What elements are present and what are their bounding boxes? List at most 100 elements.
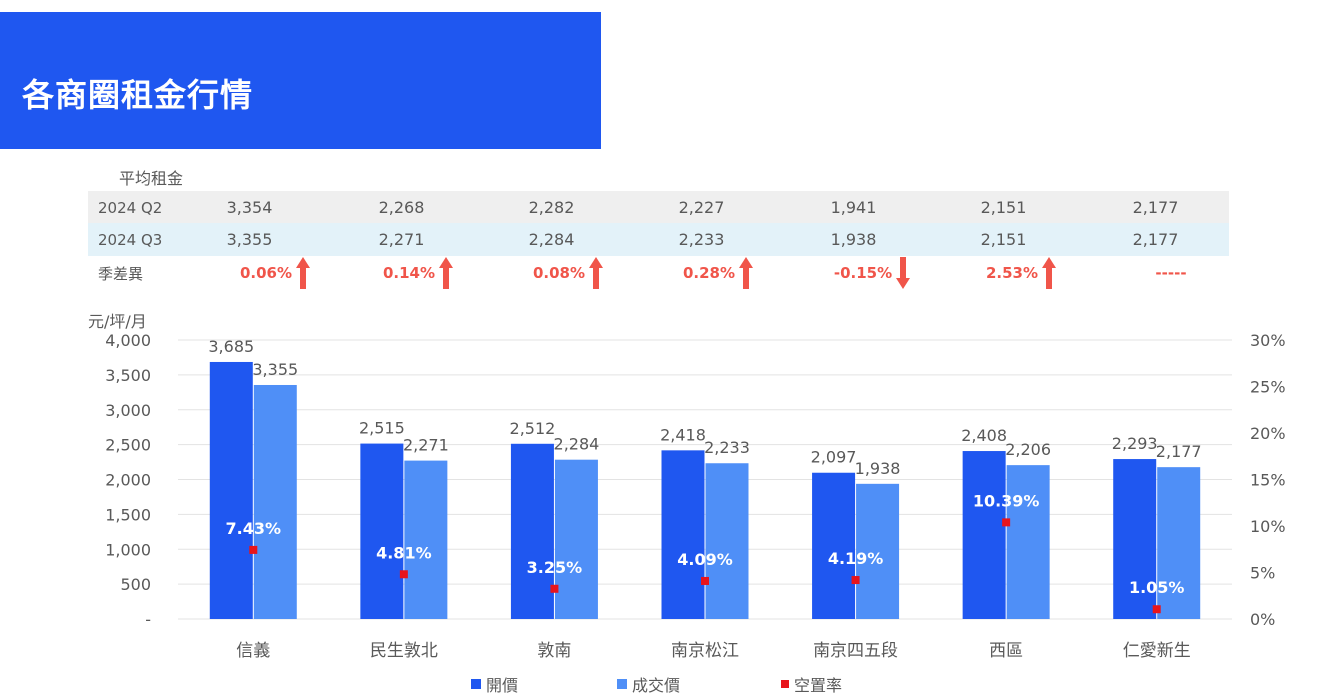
bar-asking xyxy=(510,443,554,619)
vacancy-label: 4.19% xyxy=(828,549,884,568)
y-tick-label: 1,000 xyxy=(105,540,151,559)
bar-asking xyxy=(1113,459,1157,619)
table-row: 2024 Q3 3,355 2,271 2,284 2,233 1,938 2,… xyxy=(88,223,1229,256)
vacancy-label: 1.05% xyxy=(1129,578,1185,597)
vacancy-marker xyxy=(851,576,860,585)
x-tick-label: 南京松江 xyxy=(671,641,739,661)
data-label-transaction: 2,206 xyxy=(1005,440,1051,459)
diff-row: 季差異 0.06% 0.14% 0.08% 0.28% -0.15% 2.53%… xyxy=(88,256,1229,290)
x-tick-label: 西區 xyxy=(989,641,1023,661)
y-tick-label: 500 xyxy=(120,575,151,594)
data-label-asking: 2,097 xyxy=(811,448,857,467)
table-cell: 3,355 xyxy=(226,230,273,249)
arrow-down-icon xyxy=(896,257,911,289)
table-label: 平均租金 xyxy=(119,169,184,188)
rent-chart: - 500 1,000 1,500 2,000 2,500 3,000 3,500 4,000 0… xyxy=(88,312,1286,661)
data-label-asking: 2,293 xyxy=(1112,434,1158,453)
legend-label: 成交價 xyxy=(632,676,681,695)
diff-value: ----- xyxy=(1155,264,1187,282)
bar-transaction xyxy=(404,460,448,619)
data-label-transaction: 3,355 xyxy=(252,360,298,379)
data-label-transaction: 2,271 xyxy=(403,436,449,455)
bar-transaction xyxy=(554,459,598,619)
legend-item-asking: 開價 xyxy=(471,672,518,696)
vacancy-label: 4.09% xyxy=(677,550,733,569)
diff-value: 0.08% xyxy=(532,264,586,282)
vacancy-marker xyxy=(249,545,258,554)
data-label-asking: 2,418 xyxy=(660,425,706,444)
x-tick-label: 仁愛新生 xyxy=(1123,641,1191,661)
y-tick-label: 3,500 xyxy=(105,366,151,385)
y2-tick-label: 10% xyxy=(1250,517,1286,536)
table-cell: 2,177 xyxy=(1132,198,1179,217)
vacancy-label: 7.43% xyxy=(226,519,282,538)
vacancy-marker xyxy=(1002,518,1011,527)
data-label-asking: 3,685 xyxy=(208,337,254,356)
x-tick-label: 南京四五段 xyxy=(813,641,898,661)
table-cell: 3,354 xyxy=(226,198,273,217)
table-cell: 2,268 xyxy=(378,198,425,217)
row-label: 季差異 xyxy=(98,264,144,283)
title-banner: 各商圈租金行情 xyxy=(0,12,601,149)
row-label: 2024 Q2 xyxy=(98,198,163,217)
y-axis-label: 元/坪/月 xyxy=(88,312,147,331)
vacancy-marker xyxy=(1152,605,1161,614)
bar-asking xyxy=(209,361,253,619)
y-tick-label: 2,000 xyxy=(105,471,151,490)
bar-asking xyxy=(812,472,856,619)
y2-tick-label: 20% xyxy=(1250,424,1286,443)
legend-item-vacancy: 空置率 xyxy=(781,672,842,696)
row-label: 2024 Q3 xyxy=(98,230,163,249)
data-label-transaction: 2,284 xyxy=(554,435,600,454)
table-cell: 2,151 xyxy=(980,198,1027,217)
x-tick-label: 敦南 xyxy=(537,641,571,661)
diff-value: 0.14% xyxy=(382,264,436,282)
data-label-asking: 2,515 xyxy=(359,419,405,438)
legend-swatch xyxy=(781,680,789,688)
data-label-asking: 2,512 xyxy=(510,419,556,438)
vacancy-marker xyxy=(399,570,408,579)
bar-transaction xyxy=(253,384,297,619)
diff-cell: -0.15% xyxy=(821,256,923,290)
legend-label: 開價 xyxy=(486,676,519,695)
vacancy-marker xyxy=(550,584,559,593)
table-cell: 2,233 xyxy=(678,230,725,249)
y-tick-label: 2,500 xyxy=(105,436,151,455)
diff-value: 0.06% xyxy=(239,264,293,282)
table-cell: 2,151 xyxy=(980,230,1027,249)
table-row: 2024 Q2 3,354 2,268 2,282 2,227 1,941 2,… xyxy=(88,191,1229,224)
table-cell: 1,938 xyxy=(830,230,877,249)
page-title: 各商圈租金行情 xyxy=(22,76,254,114)
diff-cell: 0.06% xyxy=(228,256,322,290)
x-tick-label: 信義 xyxy=(236,641,270,661)
vacancy-label: 10.39% xyxy=(973,491,1040,510)
bar-transaction xyxy=(705,463,749,619)
vacancy-marker xyxy=(701,576,709,585)
diff-value: 2.53% xyxy=(985,264,1039,282)
x-tick-label: 民生敦北 xyxy=(370,641,438,661)
y-tick-label: 3,000 xyxy=(105,401,151,420)
table-cell: 1,941 xyxy=(830,198,877,217)
y-tick-label: - xyxy=(145,610,151,629)
legend-item-transaction: 成交價 xyxy=(617,672,680,696)
vacancy-label: 4.81% xyxy=(376,543,432,562)
diff-value: 0.28% xyxy=(682,264,736,282)
y2-tick-label: 25% xyxy=(1250,378,1286,397)
bar-asking xyxy=(962,451,1006,619)
y2-tick-label: 0% xyxy=(1250,610,1275,629)
y2-tick-label: 5% xyxy=(1250,564,1275,583)
arrow-up-icon xyxy=(739,257,754,289)
y-tick-label: 1,500 xyxy=(105,505,151,524)
bar-transaction xyxy=(856,483,900,619)
diff-cell: 0.28% xyxy=(671,256,765,290)
legend-swatch xyxy=(617,679,627,689)
arrow-up-icon xyxy=(1042,257,1057,289)
table-cell: 2,282 xyxy=(528,198,575,217)
arrow-up-icon xyxy=(296,257,311,289)
data-label-asking: 2,408 xyxy=(961,426,1007,445)
data-label-transaction: 2,177 xyxy=(1156,442,1202,461)
bar-asking xyxy=(661,450,705,619)
arrow-up-icon xyxy=(589,257,604,289)
diff-cell: 0.08% xyxy=(521,256,615,290)
diff-cell: 2.53% xyxy=(974,256,1068,290)
